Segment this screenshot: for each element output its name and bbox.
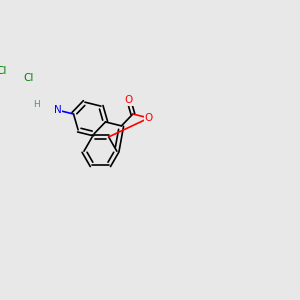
Text: O: O	[145, 113, 153, 123]
Text: H: H	[33, 100, 40, 109]
Text: O: O	[124, 95, 133, 105]
Text: Cl: Cl	[24, 73, 34, 83]
Text: N: N	[54, 105, 61, 115]
Text: Cl: Cl	[0, 66, 7, 76]
